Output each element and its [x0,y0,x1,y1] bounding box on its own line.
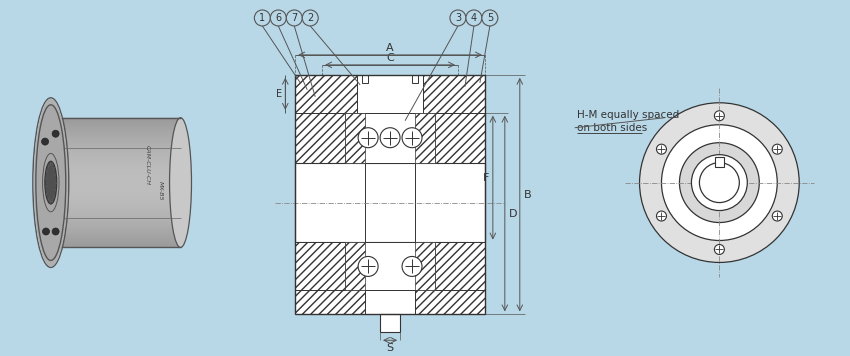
Circle shape [52,228,60,235]
Circle shape [270,10,286,26]
Circle shape [254,10,270,26]
Ellipse shape [36,105,65,261]
Circle shape [773,211,782,221]
Circle shape [402,256,422,276]
Circle shape [42,138,48,145]
Text: 1: 1 [259,13,265,23]
Text: 7: 7 [292,13,297,23]
Text: on both sides: on both sides [576,123,647,133]
Polygon shape [435,242,484,290]
Text: 4: 4 [471,13,477,23]
Circle shape [52,130,60,137]
Bar [366,290,415,314]
Circle shape [714,245,724,255]
Text: C: C [386,53,394,63]
Bar [295,163,484,242]
Ellipse shape [34,99,68,266]
Text: E: E [276,89,282,99]
Bar [362,75,368,83]
Circle shape [691,155,747,210]
Circle shape [700,163,740,203]
Bar [412,75,418,83]
Text: 6: 6 [275,13,281,23]
Bar [380,314,400,332]
Circle shape [42,228,49,235]
Circle shape [482,10,498,26]
Polygon shape [423,75,484,113]
Ellipse shape [169,118,191,247]
Circle shape [286,10,303,26]
Text: 2: 2 [307,13,314,23]
Circle shape [661,125,777,241]
Text: MX-B5: MX-B5 [158,181,163,200]
Polygon shape [415,242,435,290]
Ellipse shape [45,161,57,204]
Circle shape [679,143,759,222]
Circle shape [466,10,482,26]
Circle shape [358,128,378,148]
Circle shape [450,10,466,26]
Polygon shape [345,242,366,290]
Polygon shape [345,113,366,163]
Bar [715,157,724,167]
Polygon shape [295,113,345,163]
Polygon shape [435,113,484,163]
Bar [345,242,435,290]
Polygon shape [295,242,345,290]
Polygon shape [295,75,357,113]
Circle shape [773,144,782,154]
Text: 5: 5 [487,13,493,23]
Circle shape [639,103,799,262]
Text: F: F [483,173,489,183]
Text: D: D [509,209,518,219]
Circle shape [303,10,318,26]
Circle shape [714,111,724,121]
Circle shape [656,144,666,154]
Text: A: A [386,43,394,53]
Circle shape [656,211,666,221]
Text: CAM-CLU-CH: CAM-CLU-CH [145,145,150,185]
Text: S: S [387,343,394,353]
Circle shape [358,256,378,276]
Circle shape [402,128,422,148]
Bar [357,75,423,113]
Polygon shape [415,113,435,163]
Text: H-M equally spaced: H-M equally spaced [576,110,679,120]
Polygon shape [295,290,484,314]
Bar [345,113,435,163]
Circle shape [380,128,400,148]
Text: B: B [524,190,531,200]
Text: 3: 3 [455,13,461,23]
